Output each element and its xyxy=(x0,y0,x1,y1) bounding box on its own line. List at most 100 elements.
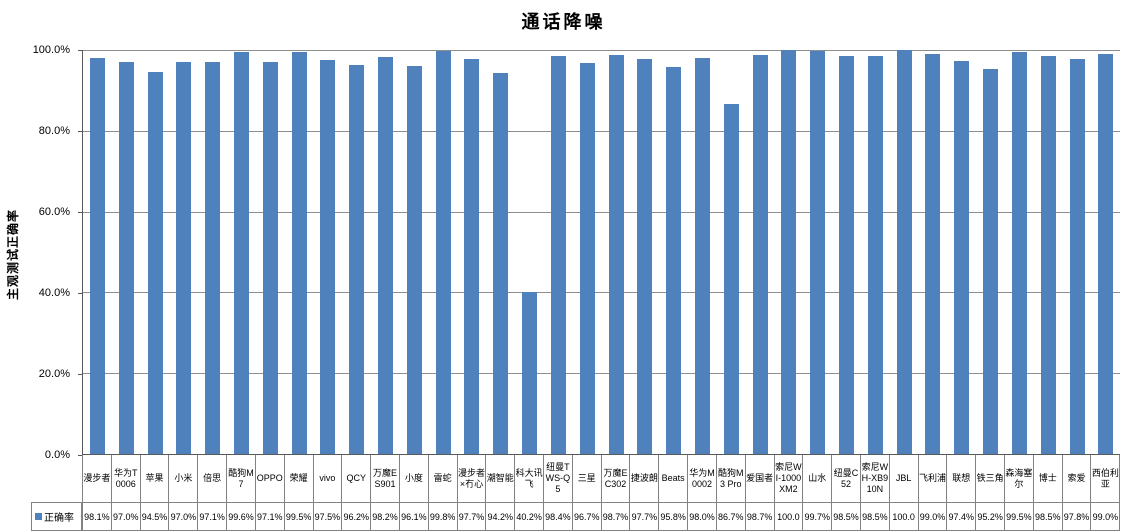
bar-26 xyxy=(839,56,855,454)
category-label: 山水 xyxy=(802,455,831,502)
y-tick-mark xyxy=(78,50,82,51)
category-label: 漫步者 xyxy=(82,455,111,502)
value-cell: 99.7% xyxy=(802,503,831,530)
value-cell: 98.7% xyxy=(744,503,774,530)
value-cell: 40.2% xyxy=(514,503,543,530)
category-label: 森海塞尔 xyxy=(1004,455,1033,502)
value-cell: 98.5% xyxy=(859,503,889,530)
bar-35 xyxy=(1098,54,1114,454)
category-label: 倍思 xyxy=(197,455,226,502)
bar-slot xyxy=(429,50,458,454)
bar-17 xyxy=(579,63,595,454)
bar-slot xyxy=(1005,50,1034,454)
value-cell: 99.5% xyxy=(1004,503,1033,530)
bar-31 xyxy=(983,69,999,454)
bar-slot xyxy=(890,50,919,454)
value-cell: 98.1% xyxy=(82,503,111,530)
bar-slot xyxy=(1063,50,1092,454)
category-label: JBL xyxy=(888,455,918,502)
value-cell: 97.4% xyxy=(946,503,975,530)
bar-slot xyxy=(112,50,141,454)
value-cell: 99.5% xyxy=(283,503,313,530)
bar-slot xyxy=(169,50,198,454)
bar-13 xyxy=(464,59,480,454)
value-cell: 97.1% xyxy=(254,503,284,530)
value-cell: 97.5% xyxy=(312,503,342,530)
bar-slot xyxy=(198,50,227,454)
bar-slot xyxy=(1034,50,1063,454)
category-row: 漫步者 华为T0006 苹果 小米 倍思 酷狗M7 OPPO 荣耀 vivo QCY 万魔ES901… xyxy=(82,455,1119,503)
value-cell: 100.0 xyxy=(773,503,803,530)
category-label: 索尼WI-1000XM2 xyxy=(773,455,803,502)
bar-15 xyxy=(522,291,538,454)
bar-slot xyxy=(919,50,948,454)
bar-slot xyxy=(515,50,544,454)
bar-32 xyxy=(1011,52,1027,454)
bar-21 xyxy=(694,58,710,454)
category-label: 万魔ES901 xyxy=(370,455,399,502)
bar-3 xyxy=(176,62,192,454)
bar-slot xyxy=(947,50,976,454)
bar-10 xyxy=(378,57,394,454)
y-tick-label: 0.0% xyxy=(44,449,70,461)
chart-title: 通话降噪 xyxy=(521,12,606,33)
bar-slot xyxy=(371,50,400,454)
y-tick-label: 60.0% xyxy=(38,206,70,218)
y-axis-tick-labels: 100.0% 80.0% 60.0% 40.0% 20.0% 0.0% xyxy=(0,44,76,461)
bar-slot xyxy=(342,50,371,454)
value-cell: 97.7% xyxy=(629,503,658,530)
bar-22 xyxy=(723,103,739,454)
plot-area xyxy=(82,50,1120,455)
value-cell: 96.2% xyxy=(341,503,370,530)
y-tick-label: 80.0% xyxy=(38,125,70,137)
bar-1 xyxy=(118,62,134,454)
legend-key: 正确率 xyxy=(31,502,82,531)
value-cell: 99.6% xyxy=(226,503,255,530)
bar-4 xyxy=(205,61,221,454)
bar-5 xyxy=(233,51,249,454)
bar-30 xyxy=(954,60,970,454)
category-label: 万魔EC302 xyxy=(600,455,630,502)
bar-24 xyxy=(781,50,797,454)
category-label: QCY xyxy=(341,455,370,502)
bar-6 xyxy=(262,61,278,454)
bar-slot xyxy=(861,50,890,454)
legend-swatch-icon xyxy=(35,513,42,520)
category-label: 小米 xyxy=(168,455,197,502)
category-label: vivo xyxy=(312,455,342,502)
bar-slot xyxy=(630,50,659,454)
value-cell: 98.2% xyxy=(370,503,399,530)
y-tick-mark xyxy=(78,131,82,132)
bar-11 xyxy=(406,65,422,454)
bar-slot xyxy=(458,50,487,454)
bar-slot xyxy=(83,50,112,454)
category-label: 潮智能 xyxy=(485,455,514,502)
bar-slot xyxy=(544,50,573,454)
bar-slot xyxy=(1091,50,1120,454)
bar-slot xyxy=(486,50,515,454)
gridline-20 xyxy=(83,373,1120,375)
bar-slot xyxy=(976,50,1005,454)
legend-series-label: 正确率 xyxy=(44,513,74,524)
bar-14 xyxy=(493,73,509,454)
value-cell: 100.0 xyxy=(888,503,918,530)
bar-slot xyxy=(832,50,861,454)
bar-23 xyxy=(752,55,768,454)
bar-16 xyxy=(550,56,566,454)
value-cell: 95.8% xyxy=(658,503,687,530)
category-label: 捷波朗 xyxy=(629,455,658,502)
category-label: 小度 xyxy=(398,455,428,502)
category-label: 漫步者×冇心 xyxy=(456,455,486,502)
category-label: 联想 xyxy=(946,455,975,502)
y-tick-label: 20.0% xyxy=(38,368,70,380)
value-cell: 98.0% xyxy=(687,503,716,530)
bar-33 xyxy=(1040,56,1056,454)
value-cell: 98.7% xyxy=(600,503,630,530)
bar-slot xyxy=(256,50,285,454)
value-cell: 99.8% xyxy=(427,503,457,530)
bar-slot xyxy=(602,50,631,454)
value-cell: 99.0% xyxy=(917,503,947,530)
bar-slot xyxy=(141,50,170,454)
value-cell: 97.0% xyxy=(168,503,197,530)
